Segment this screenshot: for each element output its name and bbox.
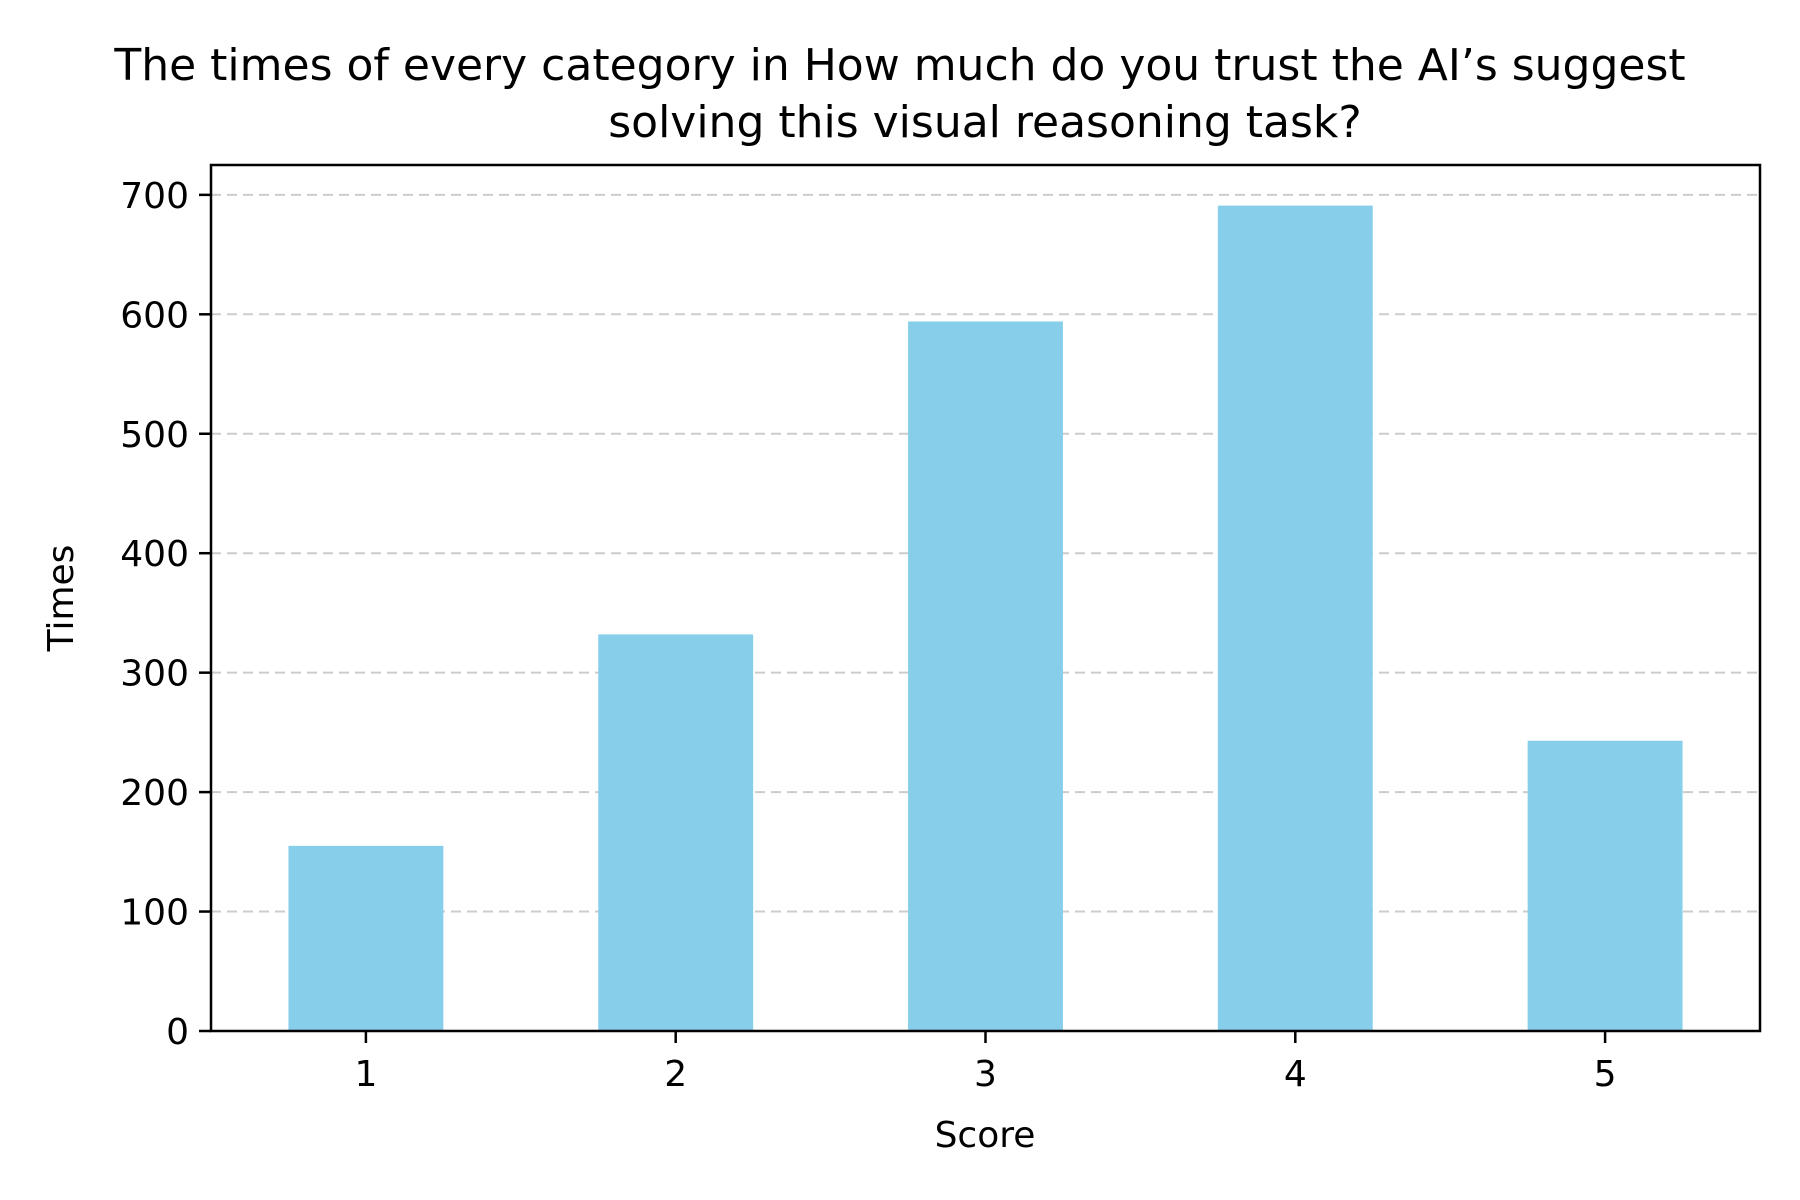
y-tick-label-200: 200: [120, 773, 189, 814]
y-tick-label-0: 0: [166, 1012, 189, 1053]
y-tick-label-500: 500: [120, 415, 189, 456]
bar-1: [288, 845, 444, 1031]
bar-5: [1527, 740, 1683, 1031]
y-axis-label: Times: [41, 545, 82, 653]
bar-2: [598, 634, 754, 1031]
x-tick-label-3: 3: [974, 1054, 997, 1095]
x-tick-label-2: 2: [664, 1054, 687, 1095]
y-tick-label-700: 700: [120, 176, 189, 217]
x-axis-ticks: 1 2 3 4 5: [354, 1031, 1617, 1095]
x-tick-label-4: 4: [1284, 1054, 1307, 1095]
y-tick-label-600: 600: [120, 295, 189, 336]
bar-4: [1217, 205, 1373, 1031]
y-tick-label-100: 100: [120, 893, 189, 934]
y-axis-ticks: 0 100 200 300 400 500 600 700: [120, 176, 211, 1053]
chart-title-line-1: The times of every category in How much …: [113, 40, 1685, 91]
bar-3: [908, 321, 1063, 1031]
y-tick-label-300: 300: [120, 654, 189, 695]
bars: [288, 205, 1683, 1031]
x-tick-label-5: 5: [1594, 1054, 1617, 1095]
x-axis-label: Score: [935, 1115, 1036, 1156]
chart-title-line-2: solving this visual reasoning task?: [608, 97, 1362, 148]
y-tick-label-400: 400: [120, 534, 189, 575]
x-tick-label-1: 1: [354, 1054, 377, 1095]
